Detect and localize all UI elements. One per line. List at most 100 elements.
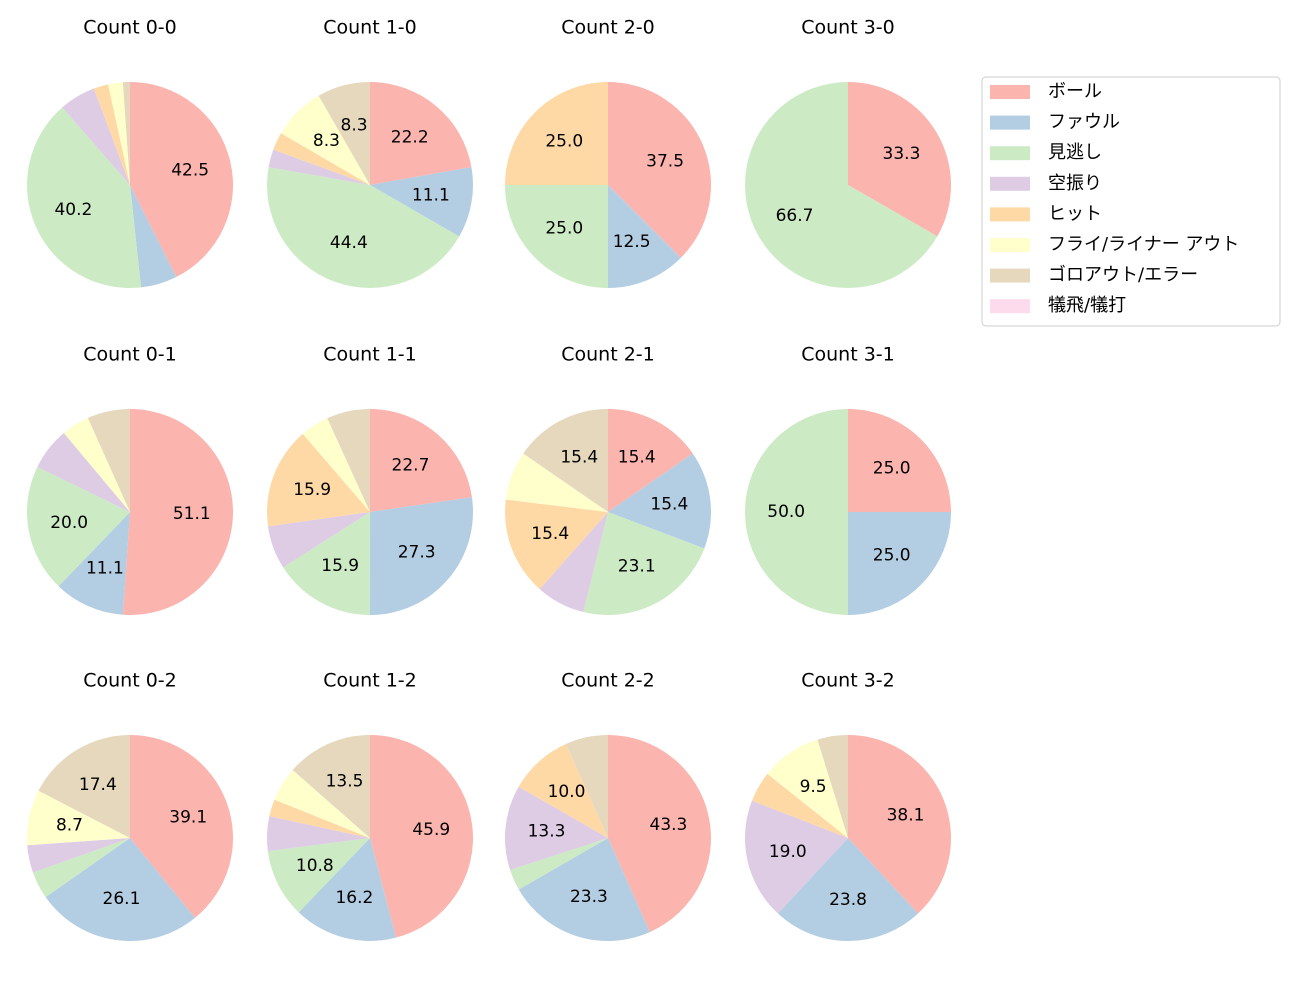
legend-box [981,76,1281,327]
value-label: 42.5 [171,161,209,181]
pie-slice [370,735,474,938]
pie-slice [266,167,460,289]
value-label: 45.9 [412,820,450,840]
legend-swatch [990,299,1030,314]
pie-slice [27,107,142,288]
value-label: 10.0 [548,782,586,802]
pie-slice [608,82,711,258]
pie-slice [505,499,608,590]
pie-slice [93,84,130,185]
pie-title: Count 1-0 [323,17,417,39]
pie-slice [27,466,131,587]
pie-slice [369,497,473,616]
legend-swatch [990,146,1030,161]
pie-slice [268,512,370,568]
value-label: 9.5 [800,777,827,797]
pie-slice [62,88,130,185]
value-label: 23.1 [618,557,656,577]
value-label: 13.5 [326,772,364,792]
value-label: 37.5 [646,151,684,171]
pie-slice [63,417,130,512]
value-label: 39.1 [169,807,207,827]
value-label: 15.4 [618,447,656,467]
pie-title: Count 1-1 [323,344,417,366]
value-label: 38.1 [887,805,925,825]
pie-title: Count 0-0 [83,17,177,39]
pie-slice [518,838,650,941]
pie-slice [27,838,130,873]
pie-slice [267,816,370,852]
pie-title: Count 3-0 [801,17,895,39]
pie-slice [767,739,848,838]
legend-swatch [990,268,1030,283]
pie-slice [130,82,233,278]
pie-slice [280,95,370,185]
value-label: 25.0 [873,458,911,478]
pie-title: Count 2-2 [561,670,655,692]
pie-slice [505,185,608,288]
pie-title: Count 1-2 [323,670,417,692]
pie-slice [108,82,130,185]
pie-slice [817,735,848,838]
value-label: 8.3 [313,131,340,151]
value-label: 8.3 [341,115,368,135]
pie-slice [27,790,130,846]
pie-slice [751,773,848,838]
pie-slice [505,82,608,185]
pie-slice [608,185,681,288]
pie-slice [370,167,474,237]
value-label: 40.2 [54,200,92,220]
legend-label: ファウル [1048,112,1120,133]
value-label: 27.3 [398,543,436,563]
legend-label: 犠飛/犠打 [1048,295,1126,316]
value-label: 19.0 [769,842,807,862]
legend-label: フライ/ライナー アウト [1048,234,1239,255]
value-label: 16.2 [335,888,373,908]
value-label: 15.9 [293,480,331,500]
pie-title: Count 3-2 [801,670,895,692]
legend-label: 見逃し [1048,142,1102,163]
legend-label: ボール [1048,81,1102,102]
value-label: 43.3 [650,815,688,835]
pie-slice [302,418,370,512]
pie-slice [608,453,711,549]
pie-slice [777,838,919,941]
pie-slice [745,409,848,615]
value-label: 50.0 [767,502,805,522]
legend-swatch [990,85,1030,99]
pie-slice [518,744,608,838]
pie-slice [565,735,608,838]
pie-slice [505,453,608,512]
legend-swatch [990,115,1030,130]
pie-slice [37,433,130,512]
value-label: 10.8 [296,856,334,876]
pie-slice [283,512,370,615]
pie-slice [130,735,234,918]
pie-slice [848,735,952,914]
pie-slice [539,512,608,613]
value-label: 23.3 [570,887,608,907]
pie-slice [745,82,938,288]
value-label: 11.1 [86,558,124,578]
pie-slice [267,433,370,527]
pie-slice [58,512,130,615]
legend-swatch [990,207,1030,222]
pie-slice [268,149,370,185]
pie-slice [292,735,370,838]
pie-slice [122,82,130,185]
legend-label: ゴロアウト/エラー [1048,265,1198,286]
pie-slice [298,838,396,941]
value-label: 33.3 [883,144,921,164]
pie-slice [318,82,370,185]
legend-label: 空振り [1048,173,1102,194]
pie-slice [848,409,951,512]
pie-slice [267,838,370,913]
pie-slice [608,409,693,512]
pie-slice [87,409,130,512]
value-label: 15.9 [321,556,359,576]
value-label: 25.0 [545,219,583,239]
value-label: 12.5 [613,232,651,252]
legend-label: ヒット [1048,203,1102,224]
